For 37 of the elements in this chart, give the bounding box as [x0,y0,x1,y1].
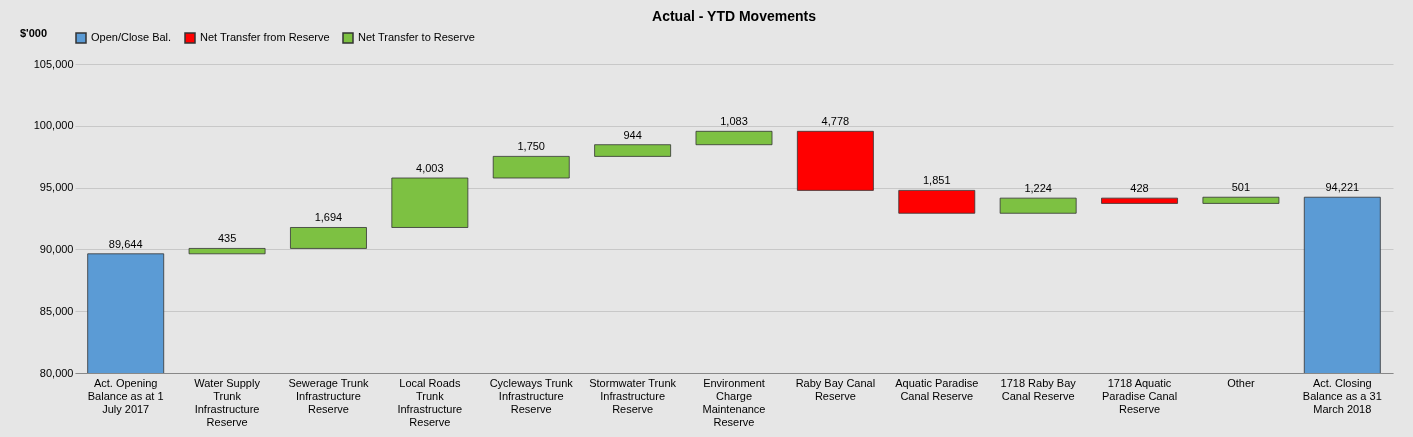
data-label: 435 [217,232,237,245]
y-tick-label: 80,000 [39,366,74,379]
x-tick-label: 1718 Raby Bay Canal Reserve [1000,376,1077,402]
x-tick-label: Act. Closing Balance as a 31 March 2018 [1302,376,1382,415]
y-tick-label: 90,000 [39,242,74,255]
y-tick-label: 85,000 [39,304,74,317]
legend-label: Net Transfer to Reserve [358,31,475,43]
legend-label: Net Transfer from Reserve [200,31,330,43]
x-tick-label: Aquatic Paradise Canal Reserve [895,376,979,402]
y-axis-title: $'000 [20,27,48,39]
data-label: 94,221 [1325,181,1360,194]
data-label: 89,644 [108,237,143,250]
x-tick-label: Other [1227,376,1256,389]
legend-label: Open/Close Bal. [91,31,172,43]
x-tick-label: Raby Bay Canal Reserve [795,376,876,402]
data-label: 501 [1231,181,1251,194]
chart-title: Actual - YTD Movements [652,8,817,24]
data-label: 1,851 [923,174,951,187]
x-tick-label: 1718 Aquatic Paradise Canal Reserve [1101,376,1178,415]
data-label: 1,224 [1024,182,1052,195]
y-tick-label: 105,000 [33,57,74,70]
x-tick-label: Local Roads Trunk Infrastructure Reserve [397,376,463,428]
x-tick-label: Sewerage Trunk Infrastructure Reserve [288,376,370,415]
data-label: 4,778 [821,115,850,128]
data-label: 944 [623,128,642,141]
x-tick-label: Water Supply Trunk Infrastructure Reserve [194,376,261,428]
x-tick-label: Act. Opening Balance as at 1 July 2017 [87,376,164,415]
x-tick-label: Stormwater Trunk Infrastructure Reserve [589,376,677,415]
data-label: 1,694 [314,211,343,224]
x-tick-label: Cycleways Trunk Infrastructure Reserve [489,376,574,415]
data-label: 1,750 [517,140,545,153]
x-tick-label: Environment Charge Maintenance Reserve [702,376,766,428]
y-tick-label: 100,000 [33,119,74,132]
y-tick-label: 95,000 [39,181,74,194]
data-label: 428 [1130,182,1149,195]
data-label: 1,083 [720,115,748,128]
data-label: 4,003 [416,162,444,175]
